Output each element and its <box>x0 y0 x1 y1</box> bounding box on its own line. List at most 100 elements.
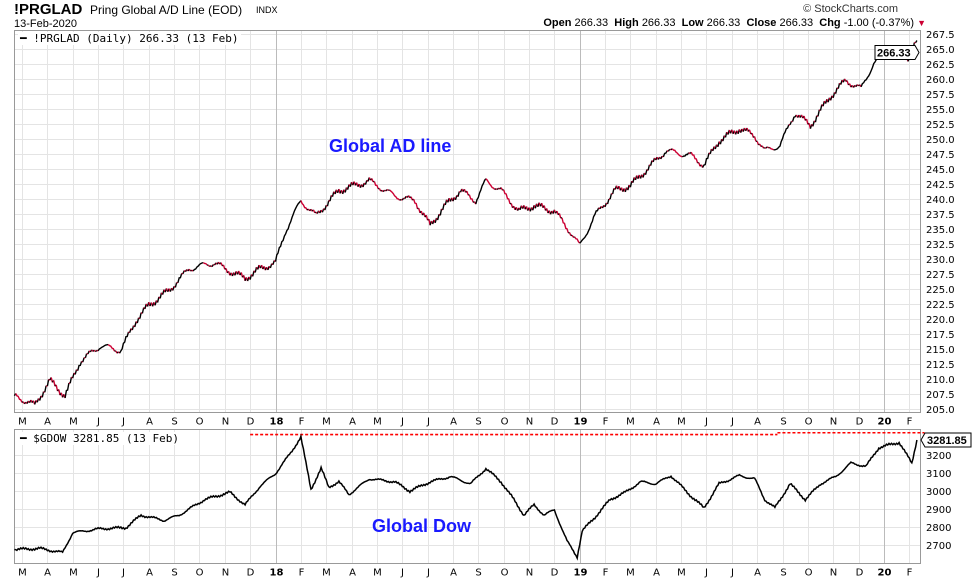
dow-y-axis: 2700 2800 2900 3000 3100 3200 <box>926 451 951 552</box>
ad-line-segment <box>494 188 497 191</box>
x-tick-label: A <box>754 417 761 428</box>
ad-line-segment <box>72 372 75 379</box>
last-value-tag: 266.33 <box>877 48 911 60</box>
y-tick-label: 235.0 <box>926 225 955 236</box>
ad-line-segment <box>466 190 469 196</box>
ad-line-segment <box>118 331 130 354</box>
ad-line-segment <box>860 56 880 88</box>
ad-line-segment <box>459 190 461 193</box>
ad-line-segment <box>211 264 215 268</box>
x-tick-label: M <box>677 568 686 579</box>
y-tick-label: 232.5 <box>926 240 955 251</box>
x-tick-label: A <box>754 568 761 579</box>
ad-line-segment <box>314 211 317 214</box>
ad-line-segment <box>64 382 70 399</box>
ad-line-segment <box>670 148 673 151</box>
x-tick-label: M <box>626 568 635 579</box>
dow-annotation: Global Dow <box>372 516 471 536</box>
y-tick-label: 242.5 <box>926 180 955 191</box>
x-tick-label: J <box>121 568 125 579</box>
x-tick-label: A <box>450 417 457 428</box>
x-tick-label: A <box>653 417 660 428</box>
ad-line-segment <box>425 215 429 221</box>
x-tick-label: O <box>196 417 204 428</box>
ad-line-segment <box>773 124 790 151</box>
ad-line-segment <box>300 200 308 211</box>
x-tick-label: D <box>247 568 255 579</box>
y-tick-label: 267.5 <box>926 30 955 41</box>
ad-line-segment <box>500 187 504 191</box>
ad-line-segment <box>468 194 474 203</box>
x-tick-label: A <box>44 568 51 579</box>
dow-line <box>14 433 918 561</box>
x-tick-label: F <box>603 568 609 579</box>
ad-line-segment <box>812 120 815 127</box>
ad-line-segment <box>662 150 668 158</box>
ad-annotation: Global AD line <box>329 136 452 156</box>
x-tick-label: N <box>526 417 533 428</box>
x-tick-label: M <box>373 568 382 579</box>
x-tick-label: 20 <box>878 417 892 428</box>
y-tick-label: 212.5 <box>926 360 955 371</box>
x-tick-label: A <box>146 417 153 428</box>
ad-line-segment <box>701 152 710 168</box>
ad-line-segment <box>389 189 401 201</box>
ad-line-segment <box>457 191 460 197</box>
ad-line-segment <box>21 401 24 404</box>
ad-line-segment <box>139 312 142 319</box>
ad-line-segment <box>914 40 918 44</box>
x-tick-label: F <box>299 417 305 428</box>
y-tick-label: 250.0 <box>926 135 955 146</box>
x-tick-label: F <box>603 417 609 428</box>
ad-line-segment <box>84 353 88 358</box>
ad-line-segment <box>442 203 445 211</box>
x-tick-label: M <box>322 568 331 579</box>
ad-line-segment <box>472 201 475 203</box>
y-tick-label: 205.0 <box>926 405 955 416</box>
y-tick-label: 222.5 <box>926 300 955 311</box>
x-tick-label: A <box>653 568 660 579</box>
y-tick-label: 237.5 <box>926 210 955 221</box>
ad-line-segment <box>93 349 97 353</box>
chg-value: -1.00 (-0.37%) <box>843 17 915 29</box>
ad-line-segment <box>209 265 212 268</box>
ohlc-readout: Open 266.33 High 266.33 Low 266.33 Close… <box>543 17 926 29</box>
ad-line-segment <box>177 273 183 283</box>
ad-line-segment <box>606 198 610 205</box>
open-value: 266.33 <box>574 17 609 29</box>
x-tick-label: J <box>121 417 125 428</box>
ad-line-segment <box>191 269 194 272</box>
ad-line-segment <box>134 321 137 328</box>
x-tick-label: S <box>780 417 786 428</box>
last-value-tags: 266.33 3281.85 <box>874 45 972 448</box>
y-tick-label: 3000 <box>926 487 951 498</box>
ad-line-segment <box>41 391 45 398</box>
y-tick-label: 215.0 <box>926 345 955 356</box>
x-tick-label: N <box>222 568 229 579</box>
ad-legend-text: !PRGLAD (Daily) 266.33 (13 Feb) <box>33 32 239 45</box>
last-value-tag-box <box>920 432 972 448</box>
x-tick-label: F <box>907 417 913 428</box>
ad-line-segment <box>748 129 752 135</box>
ad-line-segment <box>769 147 774 151</box>
dow-x-axis: M A M J J A S O N D 18 F M A M J J A S O N D 19 F M A M J J A S O N D 20 F <box>18 568 912 579</box>
ad-line-segment <box>192 262 204 272</box>
ad-line-segment <box>437 214 440 221</box>
x-tick-label: D <box>856 568 864 579</box>
ad-line-segment <box>401 197 405 201</box>
x-tick-label: M <box>322 417 331 428</box>
ad-line-segment <box>380 189 383 192</box>
ad-line-segment <box>69 376 73 384</box>
x-tick-label: A <box>44 417 51 428</box>
ad-line-segment <box>439 208 443 216</box>
x-tick-label: M <box>373 417 382 428</box>
x-tick-label: A <box>146 568 153 579</box>
resistance-lines <box>250 431 925 436</box>
x-tick-label: J <box>730 568 734 579</box>
y-tick-label: 252.5 <box>926 120 955 131</box>
x-tick-label: O <box>805 417 813 428</box>
ad-x-axis: M A M J J A S O N D 18 F M A M J J A S O N D 19 F M A M J J A S O N D 20 F <box>18 417 912 428</box>
y-tick-label: 210.0 <box>926 375 955 386</box>
y-tick-label: 2900 <box>926 505 951 516</box>
